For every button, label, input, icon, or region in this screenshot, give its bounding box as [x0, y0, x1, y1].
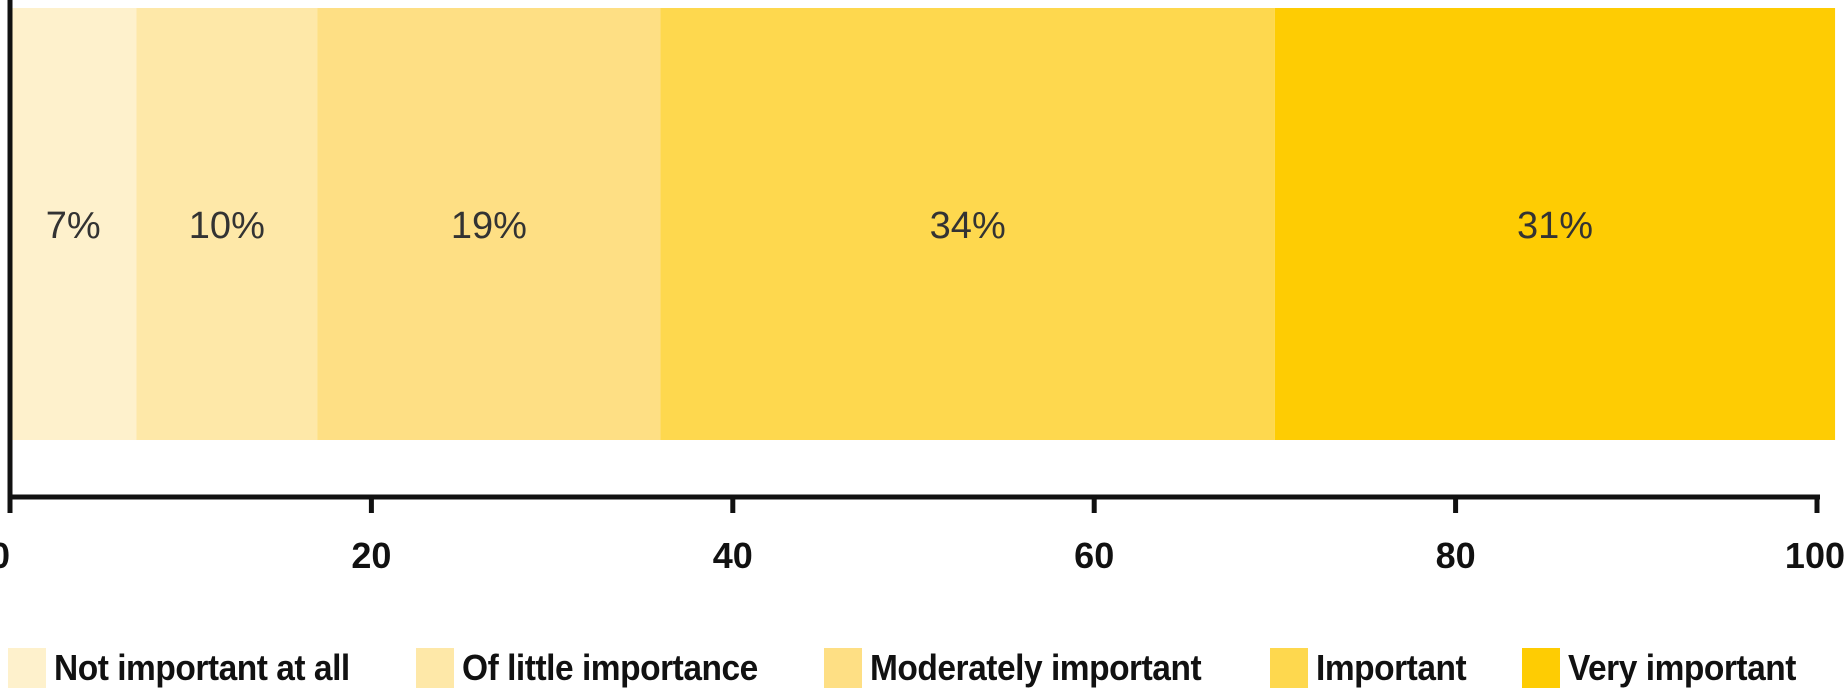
bar-segment-label-1: 10%	[189, 205, 265, 247]
legend-label-3: Important	[1316, 647, 1467, 688]
x-tick-label-2: 40	[713, 535, 753, 576]
legend-label-2: Moderately important	[870, 647, 1202, 688]
legend-label-0: Not important at all	[54, 647, 350, 688]
bar-segment-3	[660, 8, 1275, 440]
bar-group: 7% 10% 19% 34% 31%	[10, 8, 1836, 440]
bar-segment-4	[1274, 8, 1836, 440]
bar-segment-0	[10, 8, 137, 440]
x-axis-ticks: 0 20 40 60 80 100	[0, 497, 1845, 576]
bar-segment-label-0: 7%	[46, 205, 101, 247]
stacked-bar-chart: 7% 10% 19% 34% 31% 0 20 40 60 80 100	[0, 0, 1845, 576]
legend-label-1: Of little importance	[462, 647, 758, 688]
legend-swatch-2	[824, 648, 863, 688]
legend-swatch-1	[416, 648, 455, 688]
x-tick-label-5: 100	[1785, 535, 1845, 576]
bar-segment-label-4: 31%	[1517, 205, 1593, 247]
legend-item-4: Very important	[1521, 647, 1813, 689]
x-tick-label-0: 0	[0, 535, 10, 576]
legend: Not important at all Of little importance…	[8, 645, 1838, 691]
bar-segment-label-2: 19%	[451, 205, 527, 247]
legend-label-4: Very important	[1567, 647, 1796, 688]
legend-swatch-4	[1521, 648, 1560, 688]
legend-item-0: Not important at all	[8, 647, 372, 689]
x-tick-label-4: 80	[1436, 535, 1476, 576]
x-tick-label-1: 20	[351, 535, 391, 576]
legend-swatch-0	[8, 648, 46, 688]
legend-item-2: Moderately important	[824, 647, 1226, 689]
bar-segment-1	[136, 8, 318, 440]
bar-segment-label-3: 34%	[930, 205, 1006, 247]
legend-item-3: Important	[1270, 647, 1478, 689]
legend-item-1: Of little importance	[416, 647, 780, 689]
x-tick-label-3: 60	[1074, 535, 1114, 576]
bar-segment-2	[317, 8, 661, 440]
legend-swatch-3	[1270, 648, 1309, 688]
